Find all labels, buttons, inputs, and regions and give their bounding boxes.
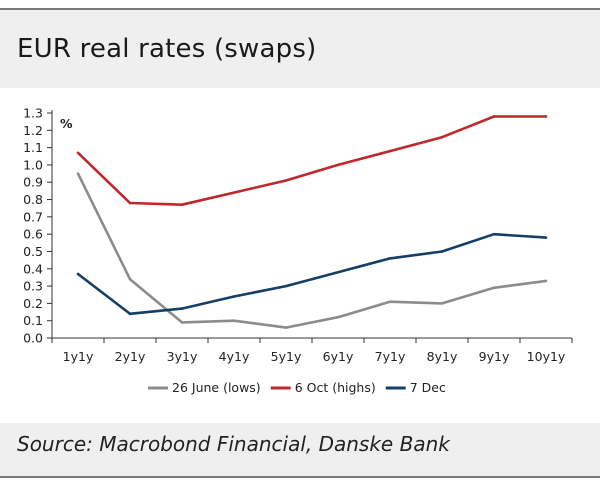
series-lines bbox=[76, 115, 548, 329]
data-point bbox=[492, 115, 496, 118]
y-tick-label: 0.3 bbox=[23, 279, 43, 294]
data-point bbox=[128, 277, 132, 281]
data-point bbox=[544, 115, 548, 118]
data-point bbox=[440, 135, 444, 139]
data-point bbox=[440, 250, 444, 253]
data-point bbox=[284, 179, 288, 182]
x-tick-label: 9y1y bbox=[479, 349, 510, 364]
source-band bbox=[0, 423, 600, 477]
y-tick-label: 1.2 bbox=[23, 123, 43, 138]
data-point bbox=[336, 163, 340, 167]
data-point bbox=[388, 300, 392, 303]
title-band bbox=[0, 10, 600, 88]
x-tick-label: 5y1y bbox=[271, 349, 302, 364]
data-point bbox=[180, 321, 184, 324]
data-point bbox=[388, 149, 392, 153]
x-tick-label: 1y1y bbox=[63, 349, 94, 364]
y-tick-label: 0.0 bbox=[23, 331, 43, 346]
y-tick-label: 0.5 bbox=[23, 244, 43, 259]
y-tick-label: 1.3 bbox=[23, 106, 43, 121]
source-note: Source: Macrobond Financial, Danske Bank bbox=[17, 432, 450, 456]
y-tick-label: 1.0 bbox=[23, 157, 43, 172]
data-point bbox=[284, 326, 288, 329]
data-point bbox=[388, 257, 392, 260]
x-tick-label: 4y1y bbox=[219, 349, 250, 364]
y-tick-label: 1.1 bbox=[23, 140, 43, 155]
data-point bbox=[76, 151, 80, 155]
axes bbox=[47, 110, 573, 343]
series-line-2 bbox=[77, 115, 546, 206]
data-point bbox=[232, 295, 236, 298]
data-point bbox=[336, 270, 340, 274]
x-tick-labels: 1y1y 2y1y 3y1y 4y1y 5y1y 6y1y 7y1y 8y1y 9y1y 10y1… bbox=[63, 349, 566, 364]
data-point bbox=[128, 312, 132, 316]
data-point bbox=[180, 307, 184, 310]
data-point bbox=[180, 203, 184, 207]
data-point bbox=[544, 279, 548, 283]
data-point bbox=[492, 232, 496, 236]
data-point bbox=[76, 172, 80, 175]
legend-label-1: 26 June (lows) bbox=[172, 380, 261, 395]
data-point bbox=[544, 236, 548, 239]
bottom-rule bbox=[0, 476, 600, 478]
y-tick-label: 0.8 bbox=[23, 192, 43, 207]
y-tick-label: 0.4 bbox=[23, 261, 43, 276]
data-point bbox=[232, 191, 236, 194]
y-tick-label: 0.1 bbox=[23, 313, 43, 328]
y-tick-label: 0.9 bbox=[23, 175, 43, 190]
y-tick-label: 0.2 bbox=[23, 296, 43, 311]
legend-label-3: 7 Dec bbox=[410, 380, 446, 395]
data-point bbox=[128, 201, 132, 205]
y-tick-label: 0.7 bbox=[23, 209, 43, 224]
x-tick-label: 2y1y bbox=[115, 349, 146, 364]
series-line-3 bbox=[77, 232, 547, 316]
y-tick-label: 0.6 bbox=[23, 227, 43, 242]
x-tick-label: 7y1y bbox=[375, 349, 406, 364]
chart-title: EUR real rates (swaps) bbox=[17, 34, 317, 64]
top-rule bbox=[0, 8, 600, 10]
legend-label-2: 6 Oct (highs) bbox=[295, 380, 376, 395]
x-tick-label: 8y1y bbox=[427, 349, 458, 364]
x-tick-label: 6y1y bbox=[323, 349, 354, 364]
data-point bbox=[440, 302, 444, 305]
y-unit-label: % bbox=[60, 116, 73, 131]
series-line-1 bbox=[76, 173, 547, 329]
data-point bbox=[232, 319, 236, 322]
data-point bbox=[336, 315, 340, 319]
line-chart: 0.0 0.1 0.2 0.3 0.4 0.5 0.6 0.7 0.8 0.9 1.0 1.1 1.2 1… bbox=[23, 106, 573, 395]
data-point bbox=[284, 284, 288, 288]
data-point bbox=[492, 286, 496, 290]
y-tick-labels: 0.0 0.1 0.2 0.3 0.4 0.5 0.6 0.7 0.8 0.9 1.0 1.1 1.2 1… bbox=[23, 106, 43, 346]
data-point bbox=[76, 272, 80, 276]
x-tick-label: 10y1y bbox=[527, 349, 566, 364]
legend: 26 June (lows) 6 Oct (highs) 7 Dec bbox=[148, 380, 446, 395]
x-tick-label: 3y1y bbox=[167, 349, 198, 364]
